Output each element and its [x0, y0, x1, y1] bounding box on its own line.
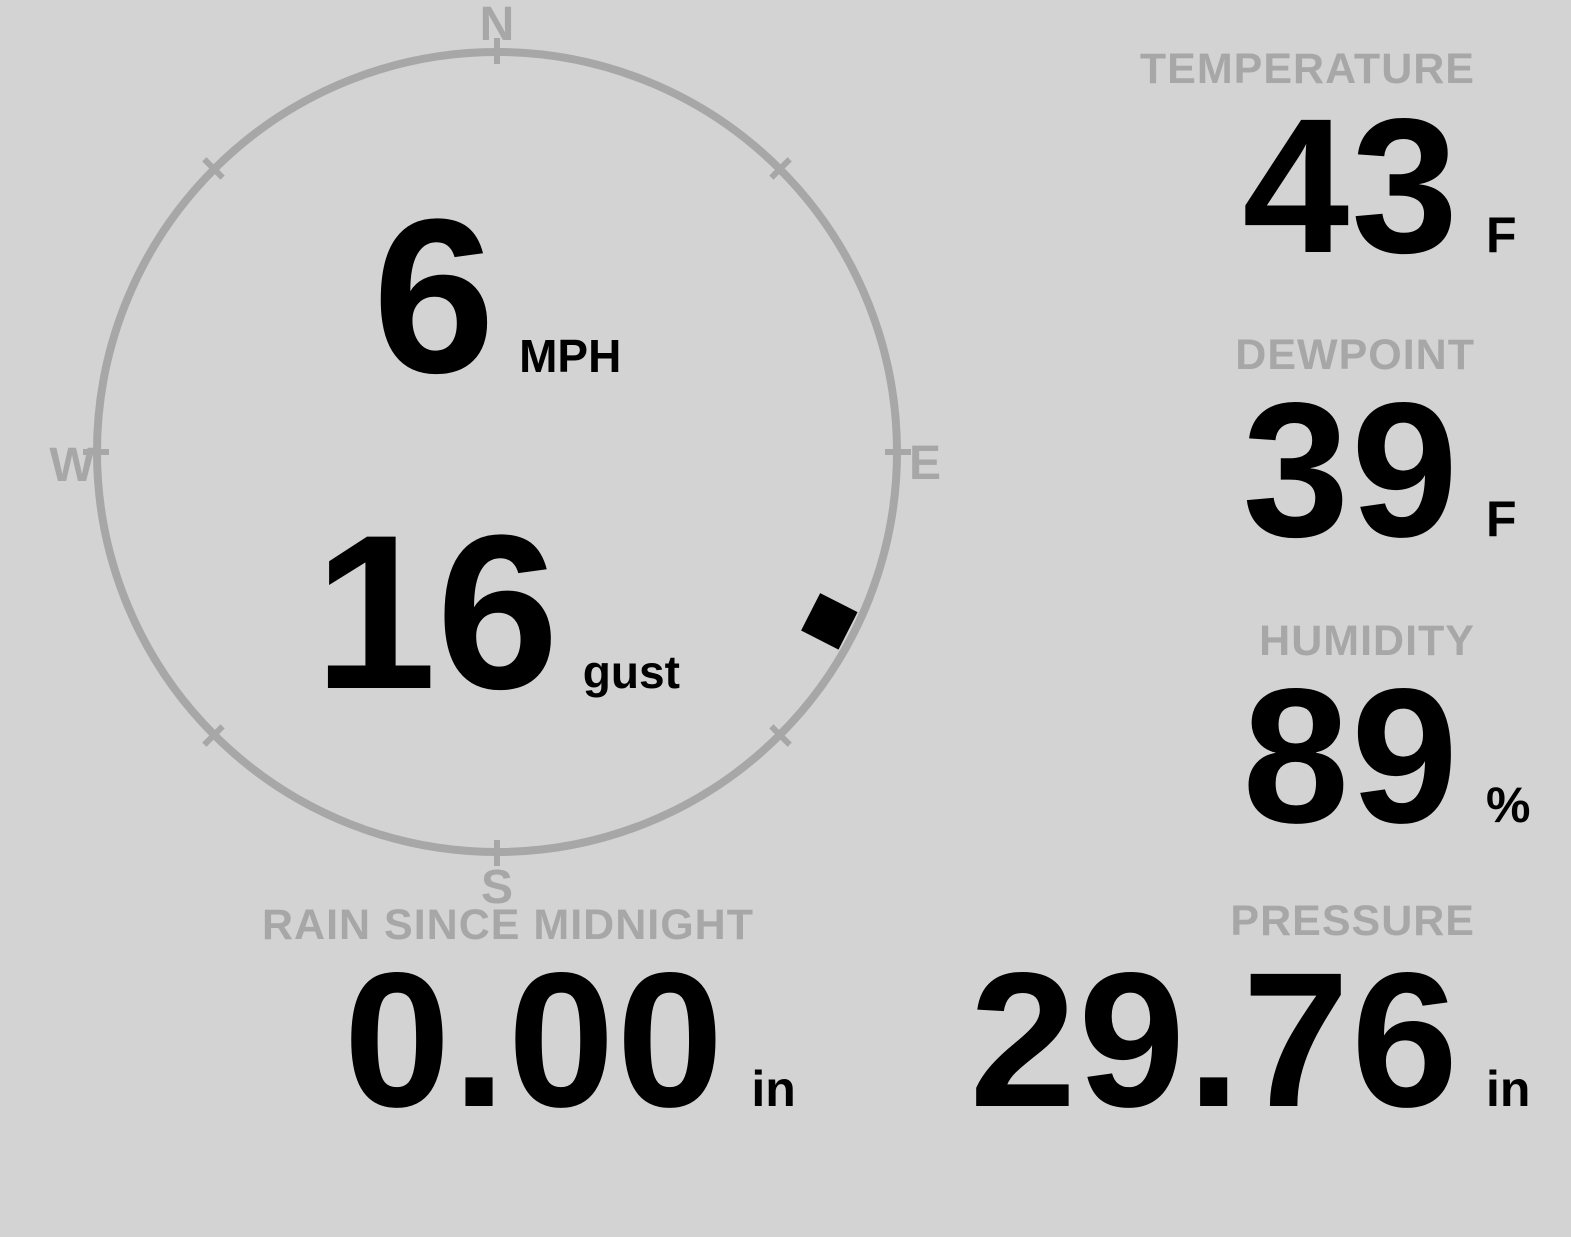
pressure-unit: in [1486, 1061, 1531, 1117]
wind-compass-gauge: N E S W [49, 0, 941, 914]
humidity-unit: % [1486, 777, 1531, 833]
compass-label-south: S [481, 861, 513, 914]
wind-speed-row: 6 MPH [97, 186, 897, 406]
rain-value: 0.00 [343, 932, 726, 1147]
dewpoint-value-row: 39 F [1242, 374, 1541, 566]
wind-gust-row: 16 gust [97, 502, 897, 722]
wind-speed-value: 6 [372, 173, 496, 419]
compass-label-north: N [480, 0, 515, 51]
pressure-value-row: 29.76 in [970, 944, 1541, 1136]
humidity-value: 89 [1242, 648, 1460, 863]
rain-label: RAIN SINCE MIDNIGHT [262, 901, 754, 949]
compass-tick [769, 157, 792, 180]
compass-label-west: W [49, 439, 95, 492]
dewpoint-label: DEWPOINT [1235, 331, 1475, 379]
compass-tick [202, 157, 225, 180]
temperature-unit: F [1486, 207, 1517, 263]
wind-direction-marker [801, 593, 858, 650]
compass-tick [202, 724, 225, 747]
wind-gust-value: 16 [314, 489, 559, 735]
wind-gust-unit: gust [582, 646, 680, 698]
wind-direction-marker-square [801, 593, 858, 650]
compass-tick [769, 724, 792, 747]
rain-value-row: 0.00 in [0, 944, 1150, 1136]
temperature-value: 43 [1242, 78, 1460, 293]
dewpoint-value: 39 [1242, 362, 1460, 577]
dewpoint-unit: F [1486, 491, 1517, 547]
temperature-label: TEMPERATURE [1139, 45, 1475, 93]
pressure-value: 29.76 [969, 932, 1460, 1147]
compass-ticks [83, 38, 911, 866]
pressure-label: PRESSURE [1230, 897, 1475, 945]
compass-label-east: E [909, 437, 941, 490]
rain-unit: in [751, 1061, 796, 1117]
temperature-value-row: 43 F [1242, 90, 1541, 282]
humidity-label: HUMIDITY [1259, 617, 1475, 665]
wind-speed-unit: MPH [519, 330, 622, 382]
humidity-value-row: 89 % [1242, 660, 1541, 852]
